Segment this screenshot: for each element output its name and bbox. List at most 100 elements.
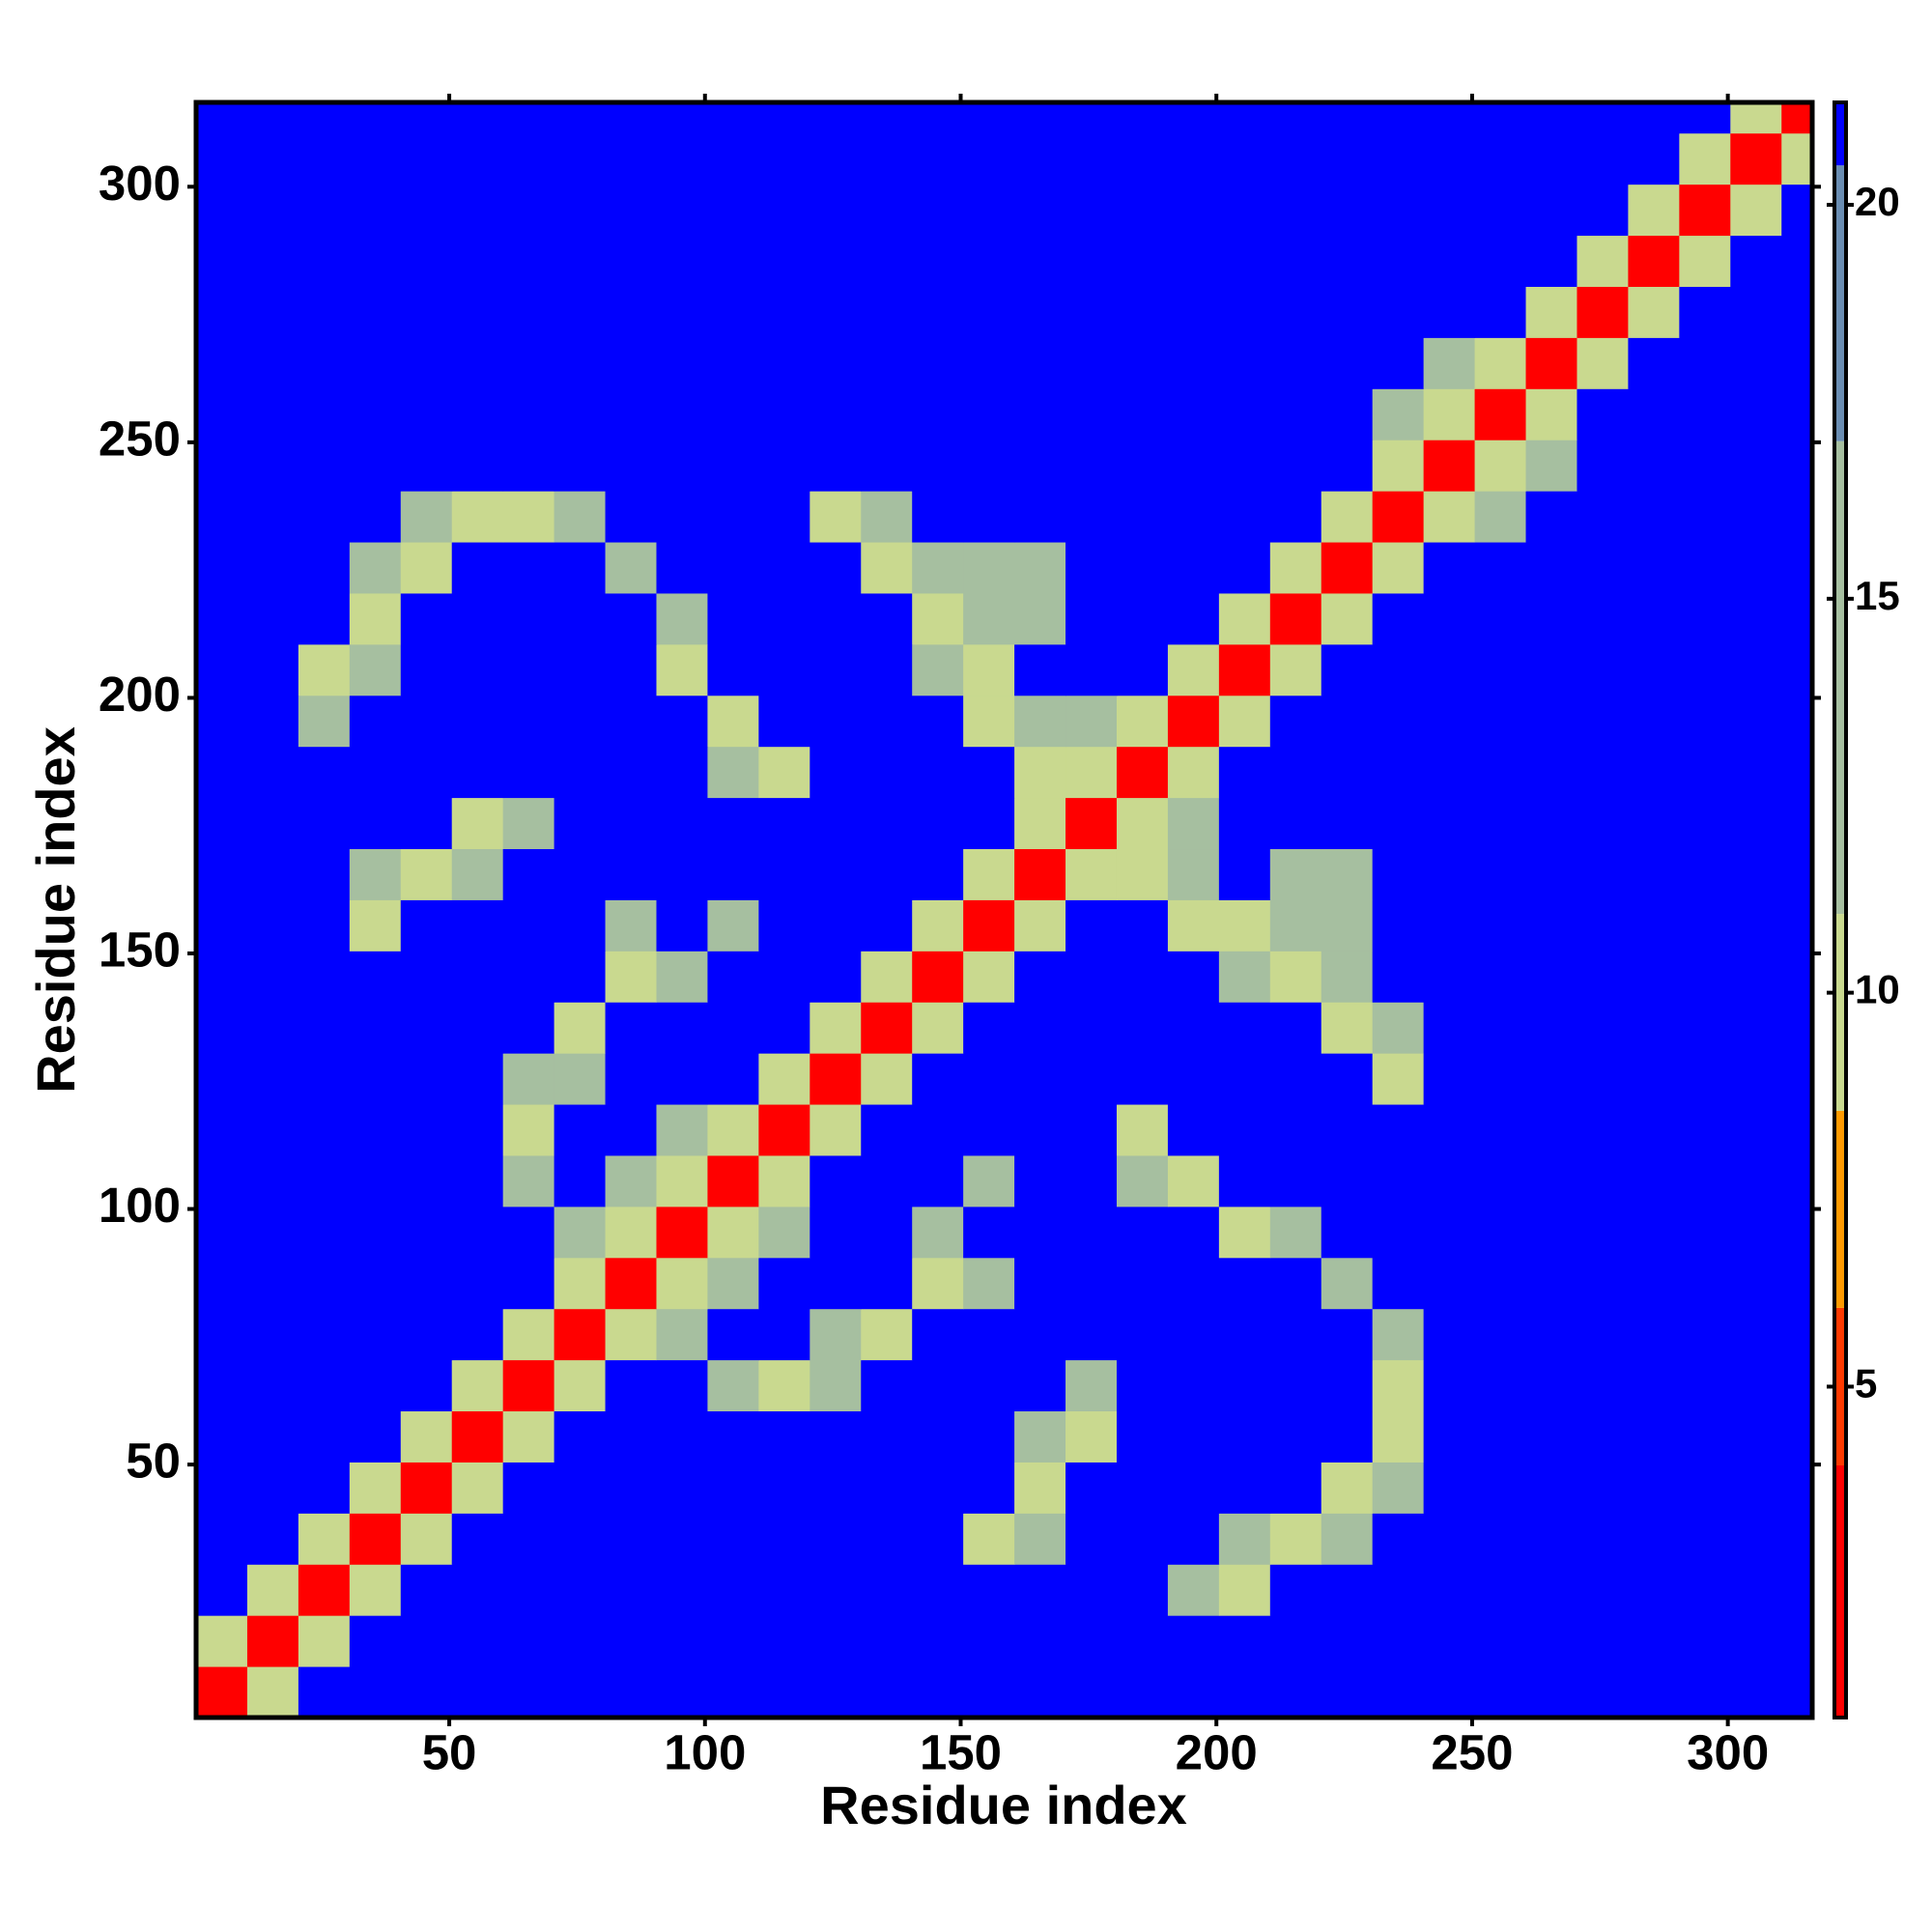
heatmap-cell bbox=[605, 1154, 657, 1208]
heatmap-cell bbox=[1167, 491, 1220, 543]
heatmap-cell bbox=[758, 440, 810, 492]
heatmap-cell bbox=[1423, 951, 1476, 1003]
heatmap-cell bbox=[912, 337, 964, 389]
heatmap-cell bbox=[400, 746, 453, 799]
heatmap-cell bbox=[1269, 848, 1322, 900]
heatmap-cell bbox=[349, 1206, 402, 1259]
heatmap-cell bbox=[1781, 1462, 1813, 1514]
heatmap-cell bbox=[1474, 1564, 1527, 1616]
heatmap-cell bbox=[963, 592, 1015, 645]
heatmap-cell bbox=[861, 848, 913, 900]
heatmap-cell bbox=[554, 286, 607, 338]
heatmap-cell bbox=[1781, 746, 1813, 799]
heatmap-cell bbox=[1525, 1053, 1577, 1105]
heatmap-cell bbox=[1269, 695, 1322, 748]
heatmap-cell bbox=[1577, 1564, 1629, 1616]
heatmap-cell bbox=[502, 491, 555, 543]
heatmap-cell bbox=[554, 1615, 607, 1667]
heatmap-cell bbox=[451, 235, 504, 287]
heatmap-cell bbox=[400, 1564, 453, 1616]
heatmap-cell bbox=[656, 1154, 708, 1208]
heatmap-cell bbox=[400, 102, 453, 134]
heatmap-cell bbox=[1730, 184, 1782, 237]
heatmap-cell bbox=[861, 1564, 913, 1616]
heatmap-cell bbox=[1372, 1002, 1425, 1054]
heatmap-cell bbox=[1065, 1564, 1118, 1616]
heatmap-cell bbox=[1679, 1154, 1731, 1208]
colorbar-segment bbox=[1834, 1307, 1846, 1466]
heatmap-cell bbox=[246, 695, 299, 748]
heatmap-cell bbox=[605, 951, 657, 1003]
heatmap-cell bbox=[1423, 797, 1476, 850]
heatmap-cell bbox=[1423, 1257, 1476, 1310]
heatmap-cell bbox=[502, 797, 555, 850]
heatmap-cell bbox=[1577, 1206, 1629, 1259]
heatmap-cell bbox=[554, 1053, 607, 1105]
heatmap-cell bbox=[1781, 491, 1813, 543]
heatmap-cell bbox=[1781, 440, 1813, 492]
heatmap-cell bbox=[1423, 746, 1476, 799]
heatmap-cell bbox=[1730, 132, 1782, 185]
heatmap-cell bbox=[1525, 388, 1577, 440]
heatmap-cell bbox=[1321, 899, 1374, 952]
heatmap-cell bbox=[298, 235, 351, 287]
heatmap-cell bbox=[1730, 1615, 1782, 1667]
heatmap-cell bbox=[1730, 286, 1782, 338]
heatmap-cell bbox=[1269, 235, 1322, 287]
heatmap-cell bbox=[1474, 1308, 1527, 1361]
heatmap-cell bbox=[246, 1053, 299, 1105]
heatmap-cell bbox=[451, 491, 504, 543]
heatmap-cell bbox=[1730, 848, 1782, 900]
heatmap-cell bbox=[1474, 643, 1527, 696]
heatmap-cell bbox=[246, 1206, 299, 1259]
heatmap-cell bbox=[1372, 1615, 1425, 1667]
heatmap-cell bbox=[1423, 337, 1476, 389]
heatmap-cell bbox=[1269, 1206, 1322, 1259]
heatmap-cell bbox=[1269, 184, 1322, 237]
heatmap-cell bbox=[605, 235, 657, 287]
x-tick-label: 300 bbox=[1687, 1724, 1769, 1779]
heatmap-cell bbox=[1525, 1206, 1577, 1259]
heatmap-cell bbox=[349, 388, 402, 440]
heatmap-cell bbox=[758, 592, 810, 645]
heatmap-cell bbox=[451, 132, 504, 185]
heatmap-cell bbox=[1065, 388, 1118, 440]
heatmap-cell bbox=[1474, 1154, 1527, 1208]
heatmap-cell bbox=[246, 184, 299, 237]
heatmap-cell bbox=[758, 746, 810, 799]
heatmap-cell bbox=[349, 542, 402, 594]
colorbar-segment bbox=[1834, 914, 1846, 1111]
heatmap-cell bbox=[349, 951, 402, 1003]
heatmap-cell bbox=[1474, 1257, 1527, 1310]
heatmap-cell bbox=[810, 491, 862, 543]
heatmap-cell bbox=[1269, 286, 1322, 338]
heatmap-cell bbox=[298, 1206, 351, 1259]
heatmap-cell bbox=[1474, 695, 1527, 748]
heatmap-cell bbox=[963, 695, 1015, 748]
heatmap-cell bbox=[605, 848, 657, 900]
heatmap-cell bbox=[1577, 797, 1629, 850]
heatmap-cell bbox=[1167, 899, 1220, 952]
heatmap-cell bbox=[1628, 1615, 1680, 1667]
heatmap-cell bbox=[810, 235, 862, 287]
heatmap-cell bbox=[1628, 1666, 1680, 1719]
heatmap-cell bbox=[400, 491, 453, 543]
heatmap-cell bbox=[400, 1308, 453, 1361]
heatmap-cell bbox=[1218, 440, 1271, 492]
colorbar-tick-label: 5 bbox=[1855, 1361, 1877, 1406]
heatmap-cell bbox=[707, 1410, 759, 1463]
heatmap-cell bbox=[605, 1615, 657, 1667]
heatmap-cell bbox=[1269, 388, 1322, 440]
heatmap-cell bbox=[400, 1257, 453, 1310]
heatmap-cell bbox=[810, 1666, 862, 1719]
heatmap-cell bbox=[912, 1666, 964, 1719]
heatmap-cell bbox=[963, 643, 1015, 696]
heatmap-cell bbox=[1065, 951, 1118, 1003]
heatmap-cell bbox=[196, 337, 248, 389]
heatmap-cell bbox=[707, 1513, 759, 1565]
heatmap-cell bbox=[707, 1308, 759, 1361]
heatmap-cell bbox=[1679, 797, 1731, 850]
heatmap-cell bbox=[298, 1002, 351, 1054]
heatmap-cell bbox=[451, 848, 504, 900]
heatmap-cell bbox=[1167, 440, 1220, 492]
